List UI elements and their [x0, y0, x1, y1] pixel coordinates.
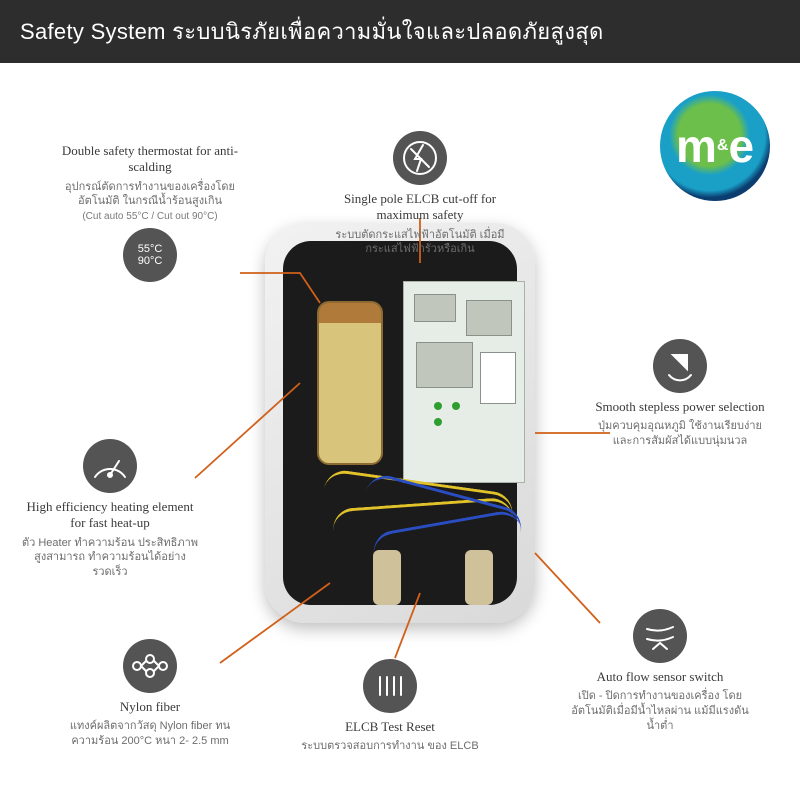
feature-title: Smooth stepless power selection [590, 399, 770, 415]
stepless-icon [653, 339, 707, 393]
brand-logo: m&e [660, 91, 770, 201]
diagram-canvas: m&e [0, 63, 800, 800]
feature-nylon: Nylon fiber แทงค์ผลิตจากวัสดุ Nylon fiber… [60, 633, 240, 749]
testreset-icon [363, 659, 417, 713]
feature-thermostat: Double safety thermostat for anti-scaldi… [60, 143, 240, 288]
header-text: Safety System ระบบนิรภัยเพื่อความมั่นใจแ… [20, 19, 604, 44]
pcb-led [434, 418, 442, 426]
pcb-led [434, 402, 442, 410]
pcb-chip [416, 342, 473, 388]
feature-title: Auto flow sensor switch [570, 669, 750, 685]
pcb-chip [414, 294, 456, 322]
feature-autoflow: Auto flow sensor switch เปิด - ปิดการทำงา… [570, 603, 750, 734]
pcb-relay [480, 352, 516, 404]
feature-stepless: Smooth stepless power selection ปุ่มควบคุ… [590, 333, 770, 449]
pipe-left [373, 550, 401, 605]
feature-title: High efficiency heating element for fast… [20, 499, 200, 532]
feature-desc: แทงค์ผลิตจากวัสดุ Nylon fiber ทนความร้อน… [60, 719, 240, 749]
device-inner [283, 241, 517, 605]
autoflow-icon [633, 609, 687, 663]
elcb-icon [393, 131, 447, 185]
logo-e: e [728, 119, 754, 173]
header-bar: Safety System ระบบนิรภัยเพื่อความมั่นใจแ… [0, 0, 800, 63]
feature-desc: ระบบตรวจสอบการทำงาน ของ ELCB [300, 739, 480, 754]
feature-title: Nylon fiber [60, 699, 240, 715]
feature-elcb: Single pole ELCB cut-off for maximum saf… [330, 125, 510, 257]
feature-title: Single pole ELCB cut-off for maximum saf… [330, 191, 510, 224]
feature-desc: อุปกรณ์ตัดการทำงานของเครื่องโดยอัตโนมัติ… [60, 180, 240, 210]
feature-desc: ปุ่มควบคุมอุณหภูมิ ใช้งานเรียบง่าย และกา… [590, 419, 770, 449]
feature-title: ELCB Test Reset [300, 719, 480, 735]
pipes [363, 525, 503, 595]
pipe-right [465, 550, 493, 605]
device-body [265, 223, 535, 623]
heating-icon [83, 439, 137, 493]
feature-desc: ระบบตัดกระแสไฟฟ้าอัตโนมัติ เมื่อมีกระแสไ… [330, 228, 510, 258]
feature-desc: ตัว Heater ทำความร้อน ประสิทธิภาพสูงสามา… [20, 536, 200, 581]
nylon-icon [123, 639, 177, 693]
feature-desc: เปิด - ปิดการทำงานของเครื่อง โดยอัตโนมัต… [570, 689, 750, 734]
feature-title: Double safety thermostat for anti-scaldi… [60, 143, 240, 176]
feature-extra: (Cut auto 55°C / Cut out 90°C) [60, 211, 240, 222]
logo-amp: & [717, 137, 729, 155]
logo-m: m [676, 119, 717, 173]
heating-cylinder [317, 301, 383, 465]
thermostat-icon: 55°C 90°C [123, 228, 177, 282]
pcb-chip [466, 300, 512, 336]
feature-testreset: ELCB Test Reset ระบบตรวจสอบการทำงาน ของ E… [300, 653, 480, 754]
feature-heating: High efficiency heating element for fast… [20, 433, 200, 580]
pcb-led [452, 402, 460, 410]
pcb-board [403, 281, 525, 483]
